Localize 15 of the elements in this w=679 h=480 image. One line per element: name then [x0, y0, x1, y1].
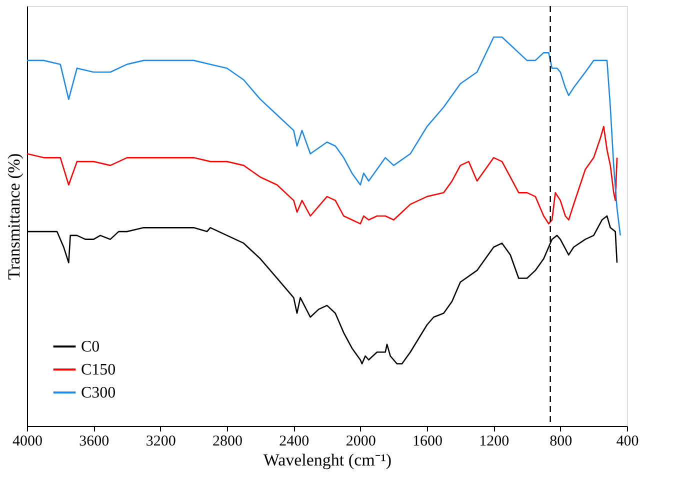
x-tick-label: 1200	[479, 434, 510, 450]
x-tick-label: 3600	[79, 434, 110, 450]
legend-label: C0	[81, 338, 100, 356]
x-axis-title: Wavelenght (cm⁻¹)	[263, 450, 392, 470]
x-tick-label: 2800	[212, 434, 242, 450]
x-tick-label: 2400	[279, 434, 310, 450]
y-axis-title: Transmittance (%)	[4, 153, 24, 280]
x-tick-label: 3200	[146, 434, 176, 450]
legend-label: C300	[81, 384, 116, 402]
legend-label: C150	[81, 362, 116, 378]
x-tick-label: 400	[616, 434, 639, 450]
x-tick-label: 4000	[12, 434, 42, 450]
x-tick-label: 1600	[412, 434, 442, 450]
x-tick-label: 2000	[346, 434, 376, 450]
x-tick-label: 800	[550, 434, 572, 450]
